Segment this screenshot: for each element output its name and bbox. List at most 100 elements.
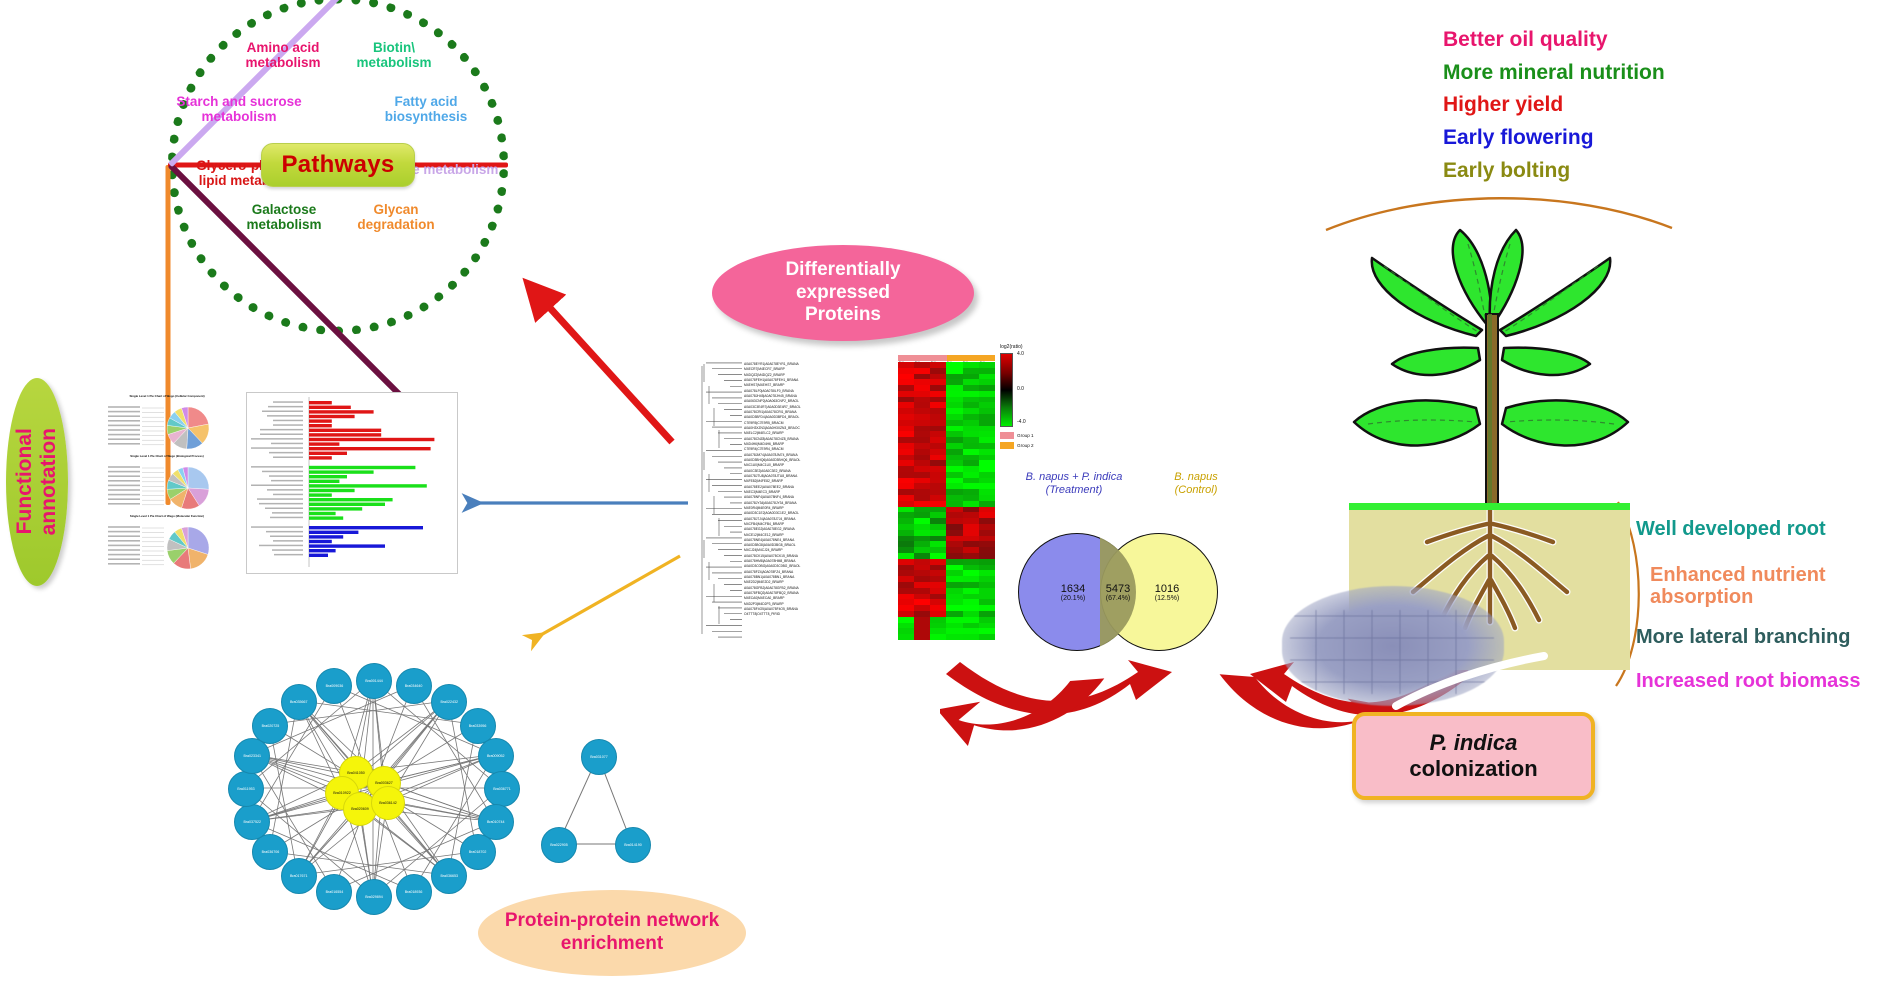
heatmap-cell <box>930 634 947 640</box>
heatmap-cell <box>898 553 915 559</box>
p-indica-colonization-box: P. indica colonization <box>1352 712 1595 800</box>
heatmap-cell <box>962 616 979 623</box>
heatmap-row-label: A0A078F4O5|A0A078F4O5_BRANA <box>744 607 799 612</box>
ppi-node[interactable]: Bra011953 <box>228 771 264 807</box>
ppi-node[interactable]: Bra017671 <box>280 858 317 895</box>
heatmap-cell <box>978 634 995 640</box>
heatmap-cell <box>946 495 963 501</box>
functional-annotation-callout: Functional annotation <box>6 378 68 586</box>
ppi-node[interactable]: Bra018702 <box>459 834 496 871</box>
heatmap-cell <box>914 558 931 565</box>
heatmap-cell <box>946 541 963 548</box>
heatmap-cell <box>962 558 979 565</box>
heatmap-cell <box>914 553 931 559</box>
ppi-network-graph: Bra001444 Bra034640 Bra022432 Bra033956 Bra0… <box>228 663 520 918</box>
heatmap-cell <box>962 634 979 640</box>
ppi-node[interactable]: Bra001444 <box>356 663 392 699</box>
legend-label: Group 2 <box>1017 443 1034 448</box>
heatmap-cell <box>962 512 979 519</box>
heatmap-cell <box>978 466 995 472</box>
heatmap-cell <box>978 385 995 391</box>
heatmap-cell <box>898 628 915 635</box>
ppi-node[interactable]: Bra016554 <box>316 873 353 910</box>
heatmap-cell <box>930 570 947 577</box>
ppi-triangle-node[interactable]: Bra014190 <box>615 827 651 863</box>
heatmap-cell <box>946 547 963 554</box>
heatmap-row-label: A0A078CRI1|A0A078CRI1_BRANA <box>744 409 797 414</box>
heatmap-cell <box>898 396 915 403</box>
go-pie-chart-0: Single Level 1 Pie Chart of Wego (Cellul… <box>96 392 238 452</box>
ppi-node[interactable]: Bra010744 <box>477 804 514 841</box>
venn-value-control-only: 1016 (12.5%) <box>1132 583 1202 602</box>
heatmap-cell <box>930 553 947 559</box>
heatmap-row-label: A0A0D3C0BG|A0A0D3C0BG_BRAOL <box>744 564 801 569</box>
heatmap-cell <box>930 576 947 583</box>
ppi-node[interactable]: Bra022432 <box>431 683 468 720</box>
heatmap-cell <box>978 419 995 426</box>
heatmap-cell <box>962 425 979 432</box>
heatmap-cell <box>914 367 931 374</box>
ppi-node[interactable]: Bra023341 <box>234 737 271 774</box>
heatmap-cell <box>914 495 931 501</box>
heatmap-cell <box>946 408 963 415</box>
heatmap-group-keys: Group 1 Group 2 <box>1000 432 1078 449</box>
ppi-node[interactable]: Bra033956 <box>459 707 496 744</box>
pathway-label-glycan: Glycan degradation <box>357 202 435 233</box>
heatmap-cell <box>946 466 963 472</box>
root-trait-0: Well developed root <box>1636 518 1826 540</box>
ppi-triangle-node-label: Bra031077 <box>590 755 608 759</box>
heatmap-cell <box>946 385 963 391</box>
heatmap-cell <box>898 535 915 542</box>
ppi-hub-node[interactable]: Bra036142 <box>371 786 405 820</box>
ppi-node[interactable]: Bra020725 <box>252 707 289 744</box>
ppi-node[interactable]: Bra009036 <box>316 668 353 705</box>
heatmap-cell <box>978 506 995 513</box>
heatmap-cell <box>962 402 979 409</box>
ppi-node[interactable]: Bra018936 <box>395 873 432 910</box>
heatmap-cell <box>978 390 995 397</box>
heatmap-cell <box>962 506 979 513</box>
go-pie-charts-panel: Single Level 1 Pie Chart of Wego (Cellul… <box>96 392 238 572</box>
ppi-triangle-node[interactable]: Bra031077 <box>581 739 617 775</box>
ppi-node[interactable]: Bra036771 <box>484 771 520 807</box>
go-bar-chart <box>246 392 458 574</box>
heatmap-cell <box>930 524 947 530</box>
heatmap-cell <box>898 605 915 611</box>
heatmap-row-label: A0A078LF0|A0A078ILF0_BRANA <box>744 388 794 393</box>
go-pie-svg <box>96 518 238 579</box>
ppi-node[interactable]: Bra034640 <box>395 668 432 705</box>
heatmap-cell <box>962 553 979 559</box>
heatmap-cell <box>962 599 979 606</box>
ppi-triangle-node[interactable]: Bra022905 <box>541 827 577 863</box>
heatmap-cell <box>946 616 963 623</box>
heatmap-cell <box>930 483 947 490</box>
arrow-to-pathways <box>522 277 675 445</box>
heatmap-cell <box>978 524 995 530</box>
heatmap-cell <box>898 524 915 530</box>
heatmap-cell <box>914 483 931 490</box>
heatmap-cell <box>898 541 915 548</box>
ppi-node-label: Bra017671 <box>289 874 308 879</box>
heatmap-cell <box>962 379 979 386</box>
heatmap-cell <box>930 541 947 548</box>
heatmap-cell <box>946 605 963 611</box>
ppi-node[interactable]: Bra037522 <box>234 804 271 841</box>
heatmap-cell <box>978 541 995 548</box>
ppi-node[interactable]: Bra029894 <box>356 879 392 915</box>
ppi-node[interactable]: Bra009052 <box>477 737 514 774</box>
heatmap-cell <box>930 466 947 472</box>
heatmap-cell <box>914 362 931 368</box>
pathways-center-label: Pathways <box>281 151 395 178</box>
heatmap-cell <box>962 437 979 443</box>
heatmap-cell <box>962 564 979 571</box>
ppi-node[interactable]: Bra036653 <box>431 858 468 895</box>
pathway-label-galactose: Galactose metabolism <box>246 202 322 233</box>
ppi-node-label: Bra034640 <box>404 684 423 689</box>
venn-left-count: 1634 <box>1060 583 1086 595</box>
ppi-node[interactable]: Bra036706 <box>252 834 289 871</box>
heatmap-row-label: A0A0H3XZN3|A0A0H3XZN3_BRAOC <box>744 425 800 430</box>
ppi-triangle-node-label: Bra022905 <box>550 843 568 847</box>
heatmap-cell <box>946 448 963 455</box>
heatmap-cell <box>978 558 995 565</box>
ppi-node[interactable]: Bra035667 <box>280 683 317 720</box>
